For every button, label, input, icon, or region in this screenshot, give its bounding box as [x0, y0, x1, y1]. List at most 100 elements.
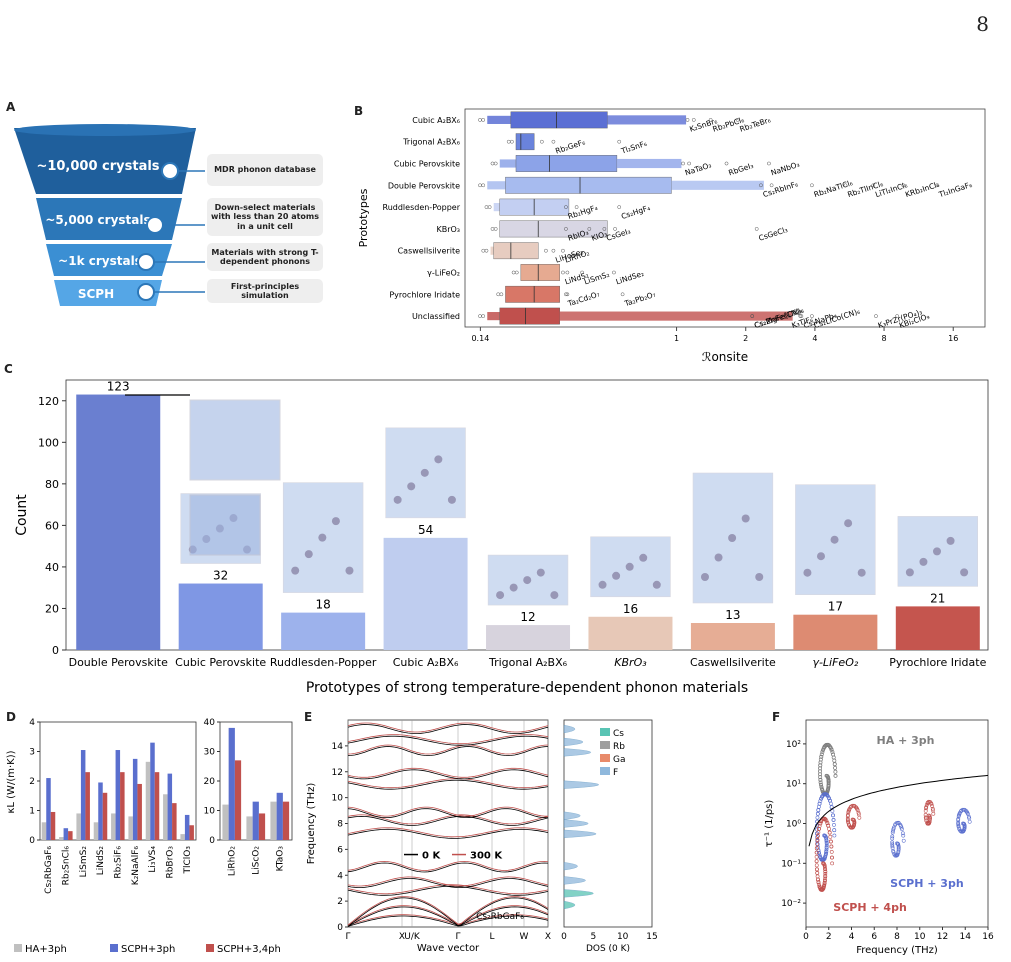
scatter-point	[815, 815, 820, 820]
bar	[76, 813, 81, 840]
scatter-point	[827, 796, 831, 801]
box	[499, 220, 608, 238]
dos-peak	[563, 780, 599, 789]
bar	[128, 816, 133, 840]
scatter-point	[891, 850, 896, 855]
scatter-point	[824, 774, 829, 778]
category-label: K₂NaAlF₆	[131, 846, 141, 886]
outlier	[617, 205, 622, 209]
bar	[178, 583, 263, 650]
outlier-label: Cs₂HgF₄	[620, 203, 651, 221]
scatter-point	[890, 844, 895, 849]
scatter-point	[900, 827, 904, 832]
bar	[588, 616, 673, 650]
scatter-point	[832, 762, 837, 767]
scatter-point	[822, 833, 827, 838]
scatter-point	[930, 806, 935, 811]
scatter-point	[847, 808, 851, 812]
outlier-label: Tl₂SnF₆	[619, 139, 648, 156]
band-line	[347, 769, 549, 780]
band-line	[347, 827, 549, 838]
scatter-point	[890, 834, 895, 839]
legend-swatch	[600, 741, 610, 749]
scatter-point	[822, 880, 827, 885]
atom	[393, 495, 402, 504]
box	[505, 285, 560, 303]
legend-swatch	[206, 944, 214, 952]
x-tick-label: 6	[871, 932, 877, 942]
scatter-point	[825, 821, 830, 826]
outlier	[564, 227, 568, 231]
scatter-point	[821, 748, 825, 752]
x-tick-label: 10	[914, 932, 926, 942]
atom	[946, 536, 955, 545]
outlier	[798, 314, 803, 318]
outlier	[481, 183, 486, 188]
y-tick-label: 0	[337, 923, 343, 933]
kpoint-label: Γ	[345, 932, 350, 942]
scatter-point	[956, 822, 961, 827]
scatter-point	[925, 801, 930, 806]
legend-label: 300 K	[470, 851, 503, 862]
dos-peak	[563, 862, 578, 871]
scatter-point	[820, 887, 825, 892]
scatter-point	[967, 819, 972, 824]
atom	[304, 550, 313, 559]
scph3-points-3	[956, 807, 972, 834]
outlier	[799, 314, 804, 318]
kpoint-label: X	[545, 932, 551, 942]
y-tick-label: 30	[204, 748, 216, 758]
atom	[700, 573, 709, 581]
whisker-box-low	[487, 115, 511, 124]
scatter-point	[962, 807, 967, 812]
y-tick-label: 0	[29, 836, 35, 846]
scatter-point	[890, 840, 895, 845]
y-tick-label: 20	[204, 777, 216, 787]
scatter-point	[896, 842, 901, 847]
scatter-point	[830, 855, 834, 860]
bar-value-label: 123	[107, 380, 130, 394]
outlier	[484, 248, 489, 253]
band-line	[347, 746, 549, 757]
outlier	[602, 227, 607, 231]
atom	[331, 517, 340, 526]
atom	[509, 583, 518, 592]
atom	[933, 547, 942, 556]
bar	[180, 834, 185, 840]
scatter-point	[923, 812, 928, 817]
x-tick-label: 16	[948, 334, 958, 343]
panel-label-f: F	[772, 710, 781, 724]
atom	[803, 568, 812, 577]
box	[493, 242, 539, 260]
x-axis-label: Wave vector	[417, 943, 480, 954]
crystal-structure-image	[282, 482, 364, 593]
scatter-point	[823, 871, 828, 876]
scatter-point	[821, 884, 826, 889]
panel-label-b: B	[354, 104, 364, 118]
scatter-point	[815, 870, 820, 875]
outlier	[481, 248, 486, 253]
y-tick-label: 10	[332, 794, 344, 804]
scatter-point	[928, 815, 932, 820]
atom	[598, 580, 607, 589]
legend-swatch	[110, 944, 118, 952]
scatter-point	[823, 873, 828, 878]
outlier	[871, 183, 876, 188]
dos-peak	[563, 889, 594, 898]
outlier	[895, 314, 900, 318]
scatter-point	[893, 823, 897, 827]
outlier	[754, 227, 759, 231]
scatter-point	[824, 845, 829, 849]
outlier	[708, 118, 713, 122]
category-label: Pyrochlore Iridate	[389, 290, 460, 299]
legend-label: F	[613, 768, 618, 778]
category-label: RbBrO₃	[166, 846, 176, 879]
scatter-point	[845, 818, 850, 823]
bar	[93, 822, 99, 840]
atom	[741, 514, 750, 523]
x-tick-label: 14	[960, 932, 972, 942]
y-tick-label: 2	[29, 777, 35, 787]
bar-value-label: 54	[418, 523, 433, 537]
legend-label: Cs	[613, 729, 624, 739]
atom	[291, 566, 300, 575]
